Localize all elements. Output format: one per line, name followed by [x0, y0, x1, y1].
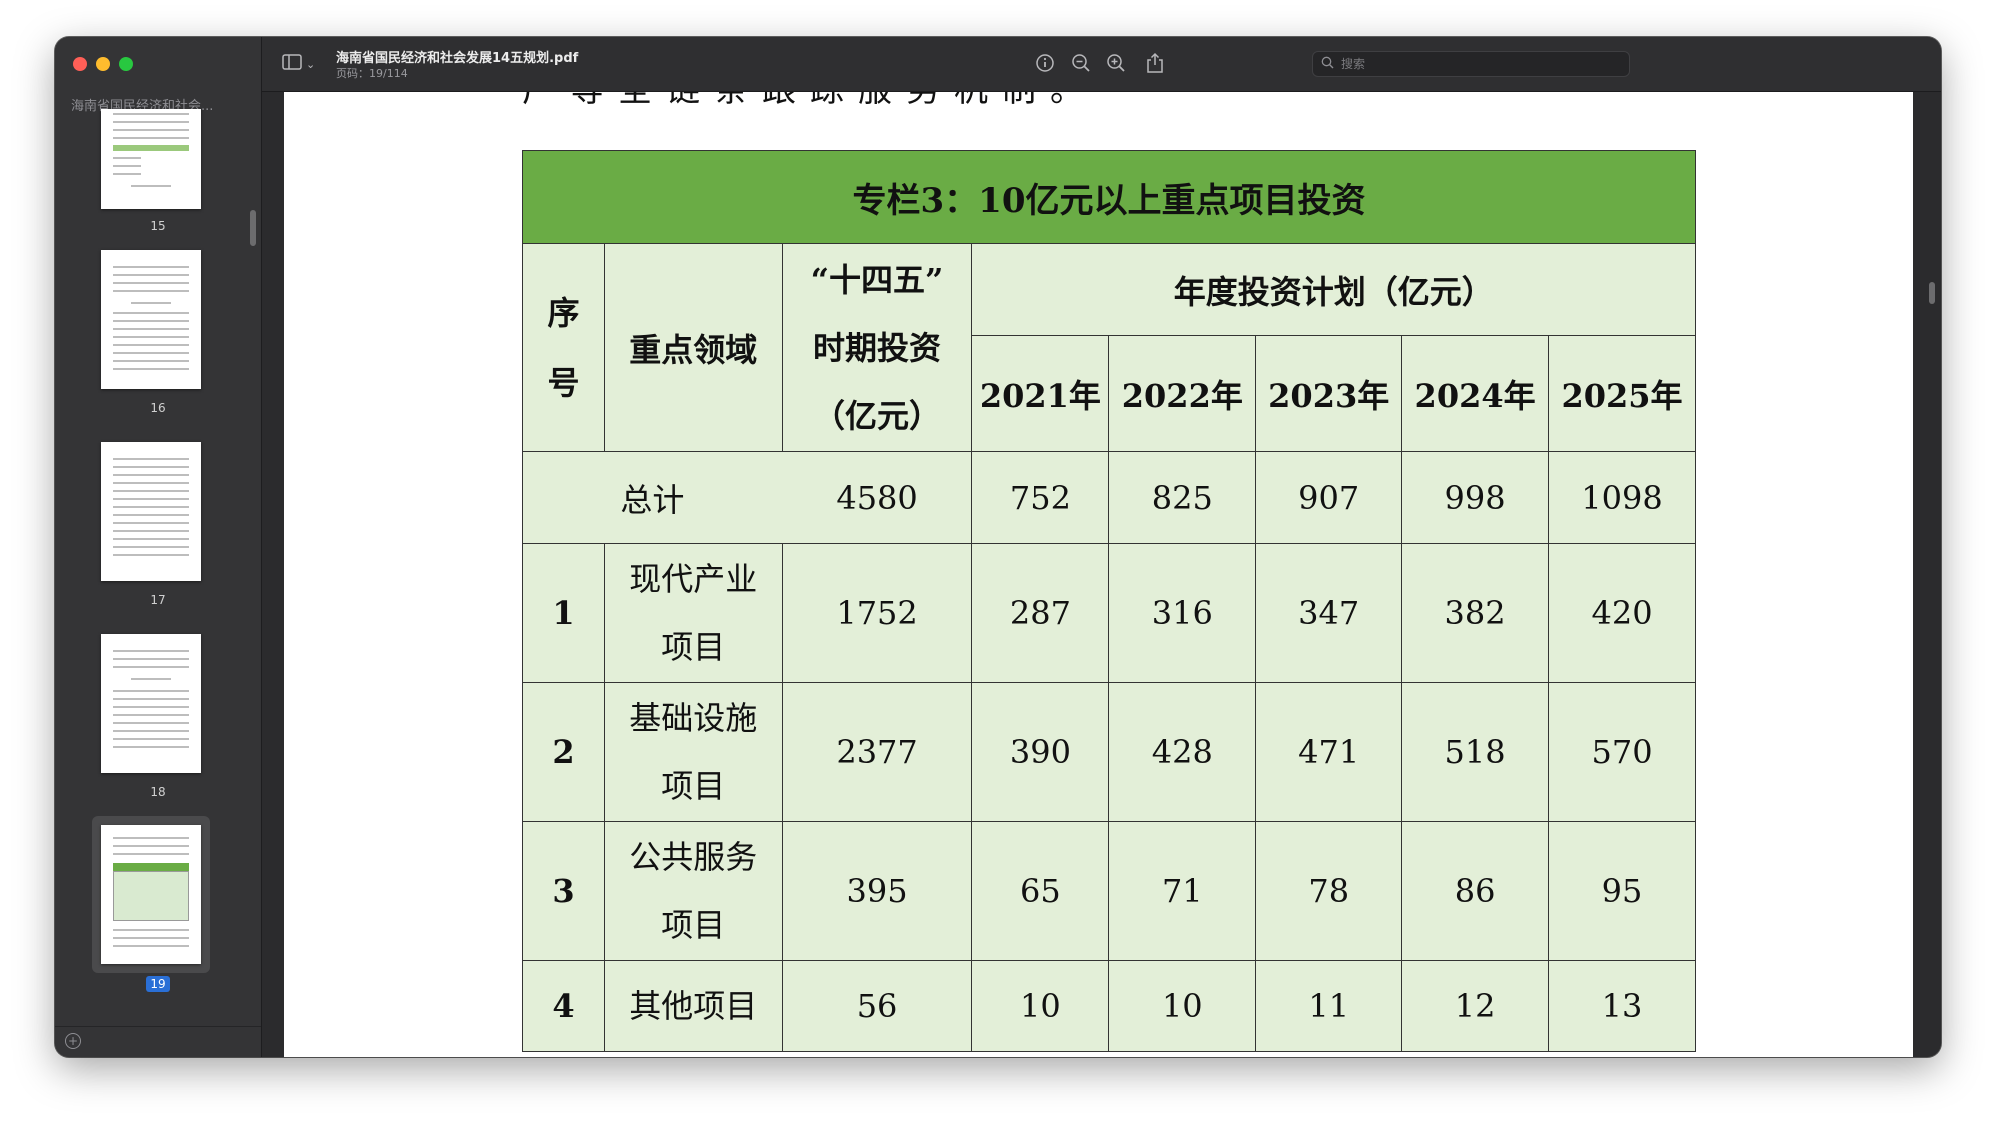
table-cell: 382	[1401, 543, 1550, 683]
table-row: 1 现代产业 项目 1752 287 316 347 382 420	[522, 543, 1696, 683]
table-cell: 395	[781, 821, 973, 961]
table-cell: 1098	[1548, 451, 1696, 544]
header-year: 2022年	[1108, 335, 1257, 452]
search-field[interactable]	[1312, 51, 1630, 77]
table-cell: 752	[971, 451, 1110, 544]
thumbnail-page-18[interactable]	[101, 634, 201, 773]
add-page-icon[interactable]: +	[65, 1033, 81, 1049]
header-seq: 序号	[522, 243, 605, 452]
zoom-in-icon[interactable]	[1106, 53, 1126, 78]
sidebar-footer: +	[55, 1026, 261, 1057]
table-cell: 11	[1255, 960, 1403, 1052]
header-year: 2024年	[1401, 335, 1550, 452]
search-input[interactable]	[1339, 54, 1623, 74]
table-cell: 78	[1255, 821, 1403, 961]
info-icon[interactable]	[1035, 53, 1055, 78]
row-seq: 2	[522, 682, 605, 822]
thumbnail-label-15: 15	[150, 219, 166, 233]
sidebar-toggle-icon[interactable]	[282, 54, 302, 75]
table-cell: 13	[1548, 960, 1696, 1052]
table-cell: 347	[1255, 543, 1403, 683]
table-cell: 998	[1401, 451, 1550, 544]
table-cell: 907	[1255, 451, 1403, 544]
preview-window: 海南省国民经济和社会... 15 16	[55, 37, 1941, 1057]
chevron-down-icon[interactable]: ⌄	[306, 58, 316, 71]
thumbnail-list[interactable]: 15 16 17	[55, 109, 261, 1029]
thumbnail-label-19: 19	[55, 976, 261, 992]
header-area: 重点领域	[603, 243, 783, 452]
header-year: 2023年	[1255, 335, 1403, 452]
table-cell: 420	[1548, 543, 1696, 683]
table-cell: 10	[971, 960, 1110, 1052]
header-annual-plan: 年度投资计划（亿元）	[971, 243, 1696, 336]
document-scrollbar[interactable]	[1929, 282, 1935, 304]
thumbnail-page-17[interactable]	[101, 442, 201, 581]
table-cell: 471	[1255, 682, 1403, 822]
table-cell: 95	[1548, 821, 1696, 961]
table-cell: 2377	[781, 682, 973, 822]
share-icon[interactable]	[1146, 52, 1164, 79]
table-title: 专栏3：10亿元以上重点项目投资	[522, 150, 1696, 244]
minimize-window-button[interactable]	[96, 57, 110, 71]
close-window-button[interactable]	[73, 57, 87, 71]
table-row-total: 总计 4580 752 825 907 998 1098	[522, 451, 1696, 544]
table-cell: 71	[1108, 821, 1257, 961]
table-cell: 825	[1108, 451, 1257, 544]
table-cell: 518	[1401, 682, 1550, 822]
table-row: 3 公共服务 项目 395 65 71 78 86 95	[522, 821, 1696, 961]
table-row: 4 其他项目 56 10 10 11 12 13	[522, 960, 1696, 1052]
table-row: 2 基础设施 项目 2377 390 428 471 518 570	[522, 682, 1696, 822]
table-cell: 316	[1108, 543, 1257, 683]
table-cell: 12	[1401, 960, 1550, 1052]
total-label: 总计	[522, 451, 783, 544]
table-cell: 1752	[781, 543, 973, 683]
table-cell: 287	[971, 543, 1110, 683]
thumbnail-label-17: 17	[150, 593, 166, 607]
document-title: 海南省国民经济和社会发展14五规划.pdf	[336, 51, 579, 66]
toolbar: ⌄ 海南省国民经济和社会发展14五规划.pdf 页码：19/114 ⌄	[262, 37, 1941, 92]
table-cell: 65	[971, 821, 1110, 961]
table-cell: 428	[1108, 682, 1257, 822]
table-cell: 570	[1548, 682, 1696, 822]
paragraph-text-top: 广等全链条跟踪服务机制。	[522, 92, 1098, 111]
table-cell: 390	[971, 682, 1110, 822]
row-seq: 3	[522, 821, 605, 961]
table-cell: 56	[781, 960, 973, 1052]
row-area: 基础设施 项目	[603, 682, 783, 822]
header-year: 2025年	[1548, 335, 1696, 452]
zoom-window-button[interactable]	[119, 57, 133, 71]
document-view[interactable]: 广等全链条跟踪服务机制。 专栏3：10亿元以上重点项目投资 序号 重点领域 “十…	[262, 92, 1941, 1057]
sidebar-scrollbar[interactable]	[250, 210, 256, 246]
row-area: 现代产业 项目	[603, 543, 783, 683]
header-period: “十四五” 时期投资 （亿元）	[781, 243, 973, 452]
thumbnail-page-19[interactable]	[101, 825, 201, 964]
table-cell: 4580	[781, 451, 973, 544]
row-seq: 4	[522, 960, 605, 1052]
table-cell: 86	[1401, 821, 1550, 961]
row-seq: 1	[522, 543, 605, 683]
header-year: 2021年	[971, 335, 1110, 452]
zoom-out-icon[interactable]	[1071, 53, 1091, 78]
thumbnail-label-16: 16	[150, 401, 166, 415]
table-cell: 10	[1108, 960, 1257, 1052]
page-indicator: 页码：19/114	[336, 67, 408, 80]
investment-table: 专栏3：10亿元以上重点项目投资 序号 重点领域 “十四五” 时期投资 （亿元） 年…	[522, 150, 1696, 1052]
row-area: 公共服务 项目	[603, 821, 783, 961]
search-icon	[1321, 54, 1334, 73]
thumbnail-sidebar: 海南省国民经济和社会... 15 16	[55, 37, 262, 1057]
traffic-lights	[73, 57, 133, 71]
thumbnail-label-18: 18	[150, 785, 166, 799]
thumbnail-page-15[interactable]	[101, 109, 201, 209]
thumbnail-page-16[interactable]	[101, 250, 201, 389]
row-area: 其他项目	[603, 960, 783, 1052]
pdf-page: 广等全链条跟踪服务机制。 专栏3：10亿元以上重点项目投资 序号 重点领域 “十…	[284, 92, 1913, 1057]
